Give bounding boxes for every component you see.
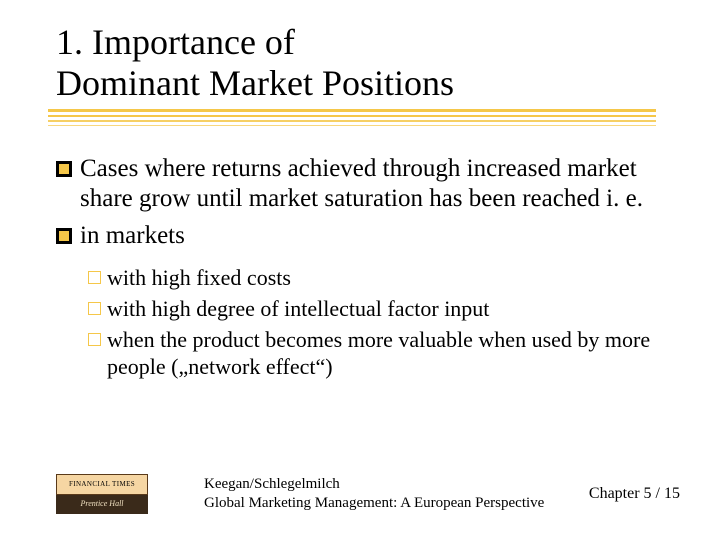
bullet-text: in markets — [80, 221, 185, 252]
title-underline — [48, 109, 656, 126]
hollow-square-bullet-icon — [88, 271, 101, 284]
hollow-square-bullet-icon — [88, 333, 101, 346]
footer-book-title: Global Marketing Management: A European … — [204, 495, 544, 511]
footer-page-number: Chapter 5 / 15 — [589, 485, 680, 503]
logo-top: FINANCIAL TIMES — [56, 474, 148, 495]
slide-body: Cases where returns achieved through inc… — [56, 154, 672, 381]
slide-title: 1. Importance of Dominant Market Positio… — [56, 22, 672, 105]
bullet-lvl1: Cases where returns achieved through inc… — [56, 154, 672, 215]
bullet-lvl2: with high fixed costs — [88, 265, 672, 292]
logo-top-text: FINANCIAL TIMES — [69, 480, 135, 488]
footer-center: Keegan/Schlegelmilch Global Marketing Ma… — [204, 475, 565, 513]
bullet-lvl2: with high degree of intellectual factor … — [88, 296, 672, 323]
bullet-text: with high degree of intellectual factor … — [107, 296, 489, 323]
logo-bottom: Prentice Hall — [56, 495, 148, 515]
bullet-lvl2: when the product becomes more valuable w… — [88, 327, 672, 381]
logo-bottom-text: Prentice Hall — [80, 499, 123, 508]
bullet-text: when the product becomes more valuable w… — [107, 327, 672, 381]
footer-authors: Keegan/Schlegelmilch — [204, 476, 340, 492]
bullet-text: Cases where returns achieved through inc… — [80, 154, 672, 215]
publisher-logo: FINANCIAL TIMES Prentice Hall — [56, 474, 148, 514]
slide: 1. Importance of Dominant Market Positio… — [0, 0, 720, 540]
square-bullet-icon — [56, 228, 72, 244]
hollow-square-bullet-icon — [88, 302, 101, 315]
sub-bullets: with high fixed costs with high degree o… — [56, 265, 672, 380]
title-line-2: Dominant Market Positions — [56, 63, 454, 103]
slide-footer: FINANCIAL TIMES Prentice Hall Keegan/Sch… — [56, 474, 680, 514]
bullet-text: with high fixed costs — [107, 265, 291, 292]
bullet-lvl1: in markets — [56, 221, 672, 252]
square-bullet-icon — [56, 161, 72, 177]
title-line-1: 1. Importance of — [56, 22, 295, 62]
